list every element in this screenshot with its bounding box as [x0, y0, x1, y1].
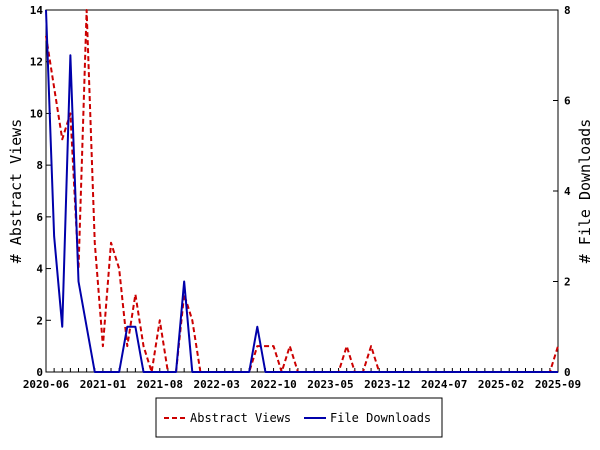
- x-tick-label: 2021-08: [137, 378, 183, 391]
- y-tick-label-left: 4: [36, 263, 43, 276]
- y-axis-title-left: # Abstract Views: [7, 119, 25, 264]
- x-tick-label: 2022-10: [250, 378, 296, 391]
- legend-label-abstract-views: Abstract Views: [190, 411, 291, 425]
- x-tick-label: 2021-01: [80, 378, 127, 391]
- legend-label-file-downloads: File Downloads: [330, 411, 431, 425]
- y-tick-label-left: 2: [36, 314, 43, 327]
- legend-box: [155, 397, 443, 438]
- y-tick-label-left: 6: [36, 211, 43, 224]
- plot-area: [45, 9, 559, 373]
- y-tick-label-right: 0: [564, 366, 571, 379]
- x-tick-label: 2022-03: [193, 378, 239, 391]
- y-tick-label-left: 10: [30, 107, 43, 120]
- y-tick-label-right: 4: [564, 185, 571, 198]
- x-tick-label: 2024-07: [421, 378, 467, 391]
- x-tick-label: 2025-09: [535, 378, 581, 391]
- x-axis: 2020-06 2021-01 2021-08 2022-03 2022-10 2023-…: [23, 368, 581, 391]
- y-axis-title-right: # File Downloads: [576, 119, 594, 264]
- y-tick-label-left: 12: [30, 56, 43, 69]
- x-tick-label: 2020-06: [23, 378, 70, 391]
- y-tick-label-right: 2: [564, 276, 571, 289]
- y-tick-label-right: 6: [564, 95, 571, 108]
- legend: Abstract Views File Downloads: [155, 397, 443, 438]
- series-line-file-downloads: [45, 9, 558, 373]
- x-tick-label: 2023-05: [307, 378, 353, 391]
- y-tick-label-right: 8: [564, 4, 571, 17]
- y-tick-label-left: 0: [36, 366, 43, 379]
- y-tick-label-left: 8: [36, 159, 43, 172]
- y-axis-left: 0 2 4 6 8 10 12 14: [30, 4, 51, 379]
- series-layer: [45, 9, 559, 373]
- y-tick-label-left: 14: [30, 4, 44, 17]
- x-tick-label: 2023-12: [364, 378, 410, 391]
- x-tick-label: 2025-02: [478, 378, 524, 391]
